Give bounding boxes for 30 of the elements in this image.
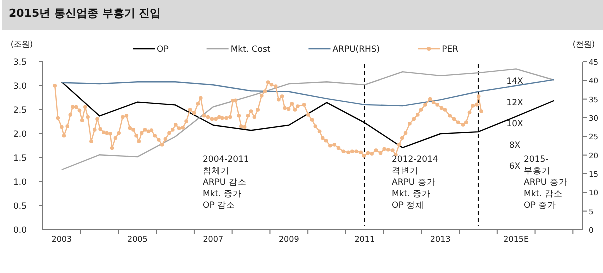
x-tick-label: 2011	[354, 235, 376, 244]
x-tick-label: 2013	[430, 235, 451, 244]
annotation: 2015- 부흥기 ARPU 증가 Mkt. 감소 OP 증가	[524, 155, 568, 211]
annotation: 2012-2014 격변기 ARPU 증가 Mkt. 증가 OP 정체	[392, 155, 438, 211]
y3-tick-label: 6X	[509, 162, 521, 172]
y2-axis-title: (천원)	[572, 40, 596, 49]
legend-label: OP	[157, 45, 169, 55]
y-tick-label: 3.0	[13, 82, 27, 92]
legend-label: PER	[442, 45, 459, 55]
y-tick-label: 2.5	[13, 106, 27, 116]
chart-title: 2015년 통신업종 부흥기 진입	[9, 7, 162, 20]
x-tick-label: 2003	[52, 235, 72, 244]
x-tick-label: 2009	[278, 235, 300, 244]
y-tick-label: 0.0	[13, 226, 27, 236]
y-tick-label: 1.5	[13, 154, 27, 164]
legend-label: Mkt. Cost	[230, 45, 272, 55]
y-tick-label: 2.0	[13, 130, 27, 140]
y-tick-label: 0.5	[13, 202, 27, 212]
legend-label: ARPU(RHS)	[332, 45, 380, 55]
x-tick-label: 2007	[203, 235, 224, 244]
x-tick-label: 2005	[127, 235, 148, 244]
x-tick-label: 2015E	[504, 235, 530, 244]
y3-tick-label: 14X	[506, 77, 524, 88]
y-tick-label: 3.5	[13, 58, 27, 68]
y3-tick-label: 12X	[506, 98, 524, 108]
y3-tick-label: 8X	[509, 140, 521, 151]
y3-tick-label: 10X	[506, 120, 524, 130]
y-tick-label: 1.0	[13, 178, 27, 188]
y-axis-title: (조원)	[10, 40, 34, 49]
annotation: 2004-2011 침체기 ARPU 감소 Mkt. 증가 OP 감소	[203, 155, 250, 211]
